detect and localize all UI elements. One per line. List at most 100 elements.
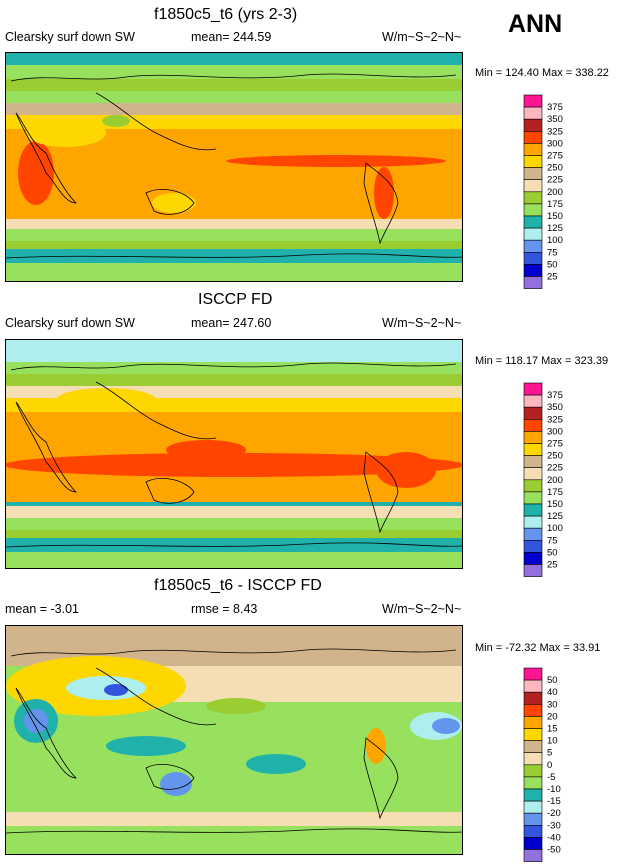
colorbar-swatch [523,540,543,553]
panel2-minmax: Min = 118.17 Max = 323.39 [475,355,609,367]
panel2-title: ISCCP FD [198,291,273,308]
colorbar-swatch [523,130,543,144]
colorbar-swatch [523,491,543,505]
colorbar-level-label: 40 [547,687,558,698]
colorbar-swatch [523,443,543,456]
panel1-minmax: Min = 124.40 Max = 338.22 [475,67,609,79]
colorbar-level-label: 175 [547,199,563,210]
panel2-units: W/m~S~2~N~ [382,316,462,330]
colorbar-swatch [523,503,543,517]
colorbar-level-label: 100 [547,523,563,534]
colorbar-swatch [523,552,543,565]
colorbar-level-label: -10 [547,784,561,795]
colorbar-level-label: 25 [547,272,558,283]
colorbar-swatch [523,106,543,120]
colorbar-level-label: 75 [547,247,558,258]
panel1-mean: mean= 244.59 [191,30,272,44]
colorbar-level-label: 150 [547,211,563,222]
colorbar-swatch [523,382,543,396]
colorbar-swatch [523,776,543,790]
colorbar-level-label: 150 [547,499,563,510]
panel3-mean: mean = -3.01 [5,602,80,616]
colorbar-swatch [523,800,543,814]
colorbar-level-label: 200 [547,475,563,486]
colorbar-swatch [523,667,543,681]
panel3-rmse: rmse = 8.43 [191,602,258,616]
colorbar-level-label: 250 [547,163,563,174]
panel1-colorbar: 375 350 325 300 275 250 225 200 175 150 125 100 75 50… [523,94,604,291]
panel2-variable: Clearsky surf down SW [5,316,135,330]
colorbar-swatch [523,406,543,420]
colorbar-level-label: 15 [547,724,558,735]
colorbar-level-label: 200 [547,187,563,198]
panel3-colorbar: 50 40 30 20 15 10 5 0 -5 -10 -15 -20 -30 -40 -50 [523,667,604,864]
colorbar-level-label: 300 [547,426,563,437]
panel1-units: W/m~S~2~N~ [382,30,462,44]
colorbar-swatch [523,276,543,289]
colorbar-level-label: 125 [547,223,563,234]
colorbar-level-label: 300 [547,138,563,149]
panel3-map [5,625,463,855]
colorbar-swatch [523,191,543,205]
colorbar-swatch [523,252,543,265]
colorbar-level-label: -30 [547,820,561,831]
colorbar-level-label: 100 [547,235,563,246]
colorbar-level-label: 350 [547,114,563,125]
colorbar-swatch [523,679,543,693]
colorbar-level-label: -15 [547,796,561,807]
panel2-colorbar: 375 350 325 300 275 250 225 200 175 150 125 100 75 50… [523,382,604,579]
colorbar-swatch [523,825,543,838]
colorbar-swatch [523,479,543,493]
colorbar-level-label: 125 [547,511,563,522]
colorbar-level-label: 0 [547,760,552,771]
colorbar-swatch [523,143,543,156]
season-label: ANN [508,10,563,38]
colorbar-swatch [523,203,543,217]
colorbar-level-label: -20 [547,808,561,819]
colorbar-level-label: 375 [547,102,563,113]
panel2-map [5,339,463,569]
colorbar-swatch [523,264,543,277]
colorbar-swatch [523,167,543,180]
colorbar-level-label: 50 [547,259,558,270]
colorbar-swatch [523,431,543,444]
colorbar-level-label: -40 [547,832,561,843]
colorbar-level-label: 325 [547,414,563,425]
colorbar-level-label: 50 [547,547,558,558]
colorbar-level-label: -50 [547,845,561,856]
panel1-variable: Clearsky surf down SW [5,30,135,44]
colorbar-swatch [523,418,543,432]
colorbar-level-label: 325 [547,126,563,137]
colorbar-swatch [523,394,543,408]
colorbar-swatch [523,155,543,168]
colorbar-level-label: 75 [547,535,558,546]
colorbar-swatch [523,728,543,741]
colorbar-level-label: 275 [547,151,563,162]
colorbar-swatch [523,227,543,241]
colorbar-level-label: 275 [547,439,563,450]
colorbar-level-label: 25 [547,560,558,571]
colorbar-level-label: -5 [547,772,555,783]
colorbar-swatch [523,94,543,108]
colorbar-level-label: 20 [547,711,558,722]
colorbar-level-label: 225 [547,463,563,474]
panel3-title: f1850c5_t6 - ISCCP FD [154,577,322,594]
colorbar-level-label: 350 [547,402,563,413]
colorbar-swatch [523,239,543,253]
panel1-map [5,52,463,282]
colorbar-swatch [523,812,543,826]
colorbar-swatch [523,691,543,705]
colorbar-swatch [523,764,543,778]
colorbar-swatch [523,564,543,577]
colorbar-level-label: 250 [547,451,563,462]
colorbar-level-label: 10 [547,736,558,747]
colorbar-level-label: 30 [547,699,558,710]
colorbar-swatch [523,215,543,229]
colorbar-swatch [523,788,543,802]
colorbar-swatch [523,118,543,132]
colorbar-level-label: 175 [547,487,563,498]
